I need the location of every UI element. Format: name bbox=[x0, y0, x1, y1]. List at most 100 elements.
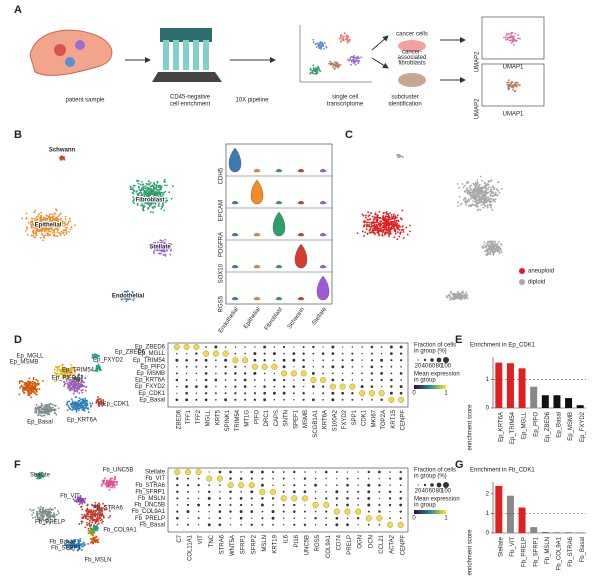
dot bbox=[195, 358, 198, 362]
dot bbox=[325, 484, 327, 486]
cell-point bbox=[493, 187, 495, 190]
dot bbox=[215, 366, 217, 368]
cell-point bbox=[57, 228, 60, 231]
dot bbox=[389, 352, 393, 355]
cell-point bbox=[392, 215, 395, 218]
cell-point bbox=[77, 546, 80, 549]
dot bbox=[322, 365, 325, 368]
cell-point bbox=[347, 58, 350, 61]
dot bbox=[302, 346, 305, 348]
dot bbox=[222, 350, 229, 357]
cell-point bbox=[32, 511, 35, 514]
cell-point bbox=[135, 197, 138, 200]
cell-point bbox=[61, 156, 64, 159]
cell-point bbox=[34, 408, 37, 411]
row-label: Fb_Basal bbox=[140, 522, 165, 528]
step-label: transcriptome bbox=[327, 102, 364, 108]
dot bbox=[185, 391, 188, 395]
cell-point bbox=[478, 190, 481, 193]
cell-point bbox=[44, 221, 47, 224]
cluster-label: Stellate bbox=[149, 245, 171, 251]
dot bbox=[175, 378, 179, 382]
gene-label: PI16 bbox=[294, 534, 300, 547]
cell-point bbox=[382, 212, 385, 215]
cell-point bbox=[34, 231, 37, 233]
dot bbox=[207, 523, 211, 527]
gene-label: FXYD2 bbox=[342, 409, 348, 429]
cell-point bbox=[94, 518, 96, 521]
gene-label: CCL21 bbox=[379, 534, 385, 553]
dot bbox=[292, 392, 295, 395]
dot bbox=[176, 516, 179, 520]
cell-point bbox=[315, 46, 318, 48]
cell-point bbox=[154, 187, 156, 190]
dot bbox=[312, 366, 315, 368]
cell-point bbox=[146, 200, 149, 203]
dot bbox=[339, 383, 346, 390]
cell-point bbox=[506, 81, 508, 84]
cell-point bbox=[387, 227, 390, 229]
chart-title: Enrichment in Fb_CDK1 bbox=[470, 468, 535, 474]
size-tick: 40 bbox=[422, 489, 429, 495]
dot bbox=[185, 372, 188, 375]
gene-label: RGS5 bbox=[219, 295, 225, 312]
cell-point bbox=[466, 199, 469, 202]
cell-point bbox=[102, 399, 105, 401]
cell-point bbox=[401, 209, 404, 212]
cell-point bbox=[65, 403, 68, 406]
y-axis-label: enrichment score bbox=[468, 529, 474, 576]
cell-point bbox=[65, 378, 68, 381]
cell-point bbox=[54, 506, 57, 509]
cell-point bbox=[445, 294, 448, 297]
dot bbox=[325, 497, 328, 500]
dot bbox=[341, 391, 344, 395]
cluster-label: Fb_COL9A1 bbox=[103, 528, 137, 534]
dot bbox=[205, 365, 208, 368]
cell-point bbox=[74, 382, 77, 385]
cell-point bbox=[453, 294, 456, 297]
cell-point bbox=[157, 193, 159, 196]
dot bbox=[332, 372, 334, 375]
cell-point bbox=[398, 229, 401, 231]
cell-point bbox=[69, 374, 72, 376]
cell-point bbox=[154, 243, 157, 246]
cell-point bbox=[75, 407, 78, 409]
cell-point bbox=[53, 212, 56, 215]
cell-point bbox=[93, 369, 96, 372]
dot bbox=[341, 372, 344, 375]
dot bbox=[357, 504, 359, 506]
cell-point bbox=[396, 214, 399, 217]
cell-point bbox=[140, 204, 142, 207]
cell-point bbox=[463, 294, 466, 296]
cell-point bbox=[67, 545, 70, 548]
cell-point bbox=[34, 382, 37, 385]
cell-point bbox=[35, 510, 38, 513]
bar bbox=[530, 386, 538, 408]
dot bbox=[282, 358, 286, 362]
cell-point bbox=[333, 68, 336, 70]
cell-point bbox=[402, 231, 405, 233]
cell-point bbox=[376, 225, 379, 227]
cell-point bbox=[335, 61, 338, 64]
cell-point bbox=[498, 250, 501, 252]
cell-point bbox=[515, 39, 518, 42]
dot bbox=[361, 346, 363, 348]
dot bbox=[185, 352, 188, 355]
cell-point bbox=[390, 214, 393, 216]
cell-point bbox=[120, 295, 122, 298]
cell-point bbox=[71, 400, 74, 403]
cell-point bbox=[51, 213, 54, 216]
cell-point bbox=[489, 180, 492, 182]
size-tick: 20 bbox=[415, 364, 422, 370]
cell-point bbox=[40, 415, 43, 418]
cell-point bbox=[39, 414, 42, 416]
dot bbox=[224, 385, 227, 388]
dot bbox=[399, 359, 403, 362]
cell-point bbox=[57, 512, 60, 515]
cell-point bbox=[329, 60, 332, 63]
cell-point bbox=[100, 518, 103, 521]
cell-point bbox=[508, 83, 511, 86]
dot bbox=[312, 352, 315, 355]
cell-point bbox=[458, 195, 461, 198]
cell-point bbox=[75, 408, 77, 411]
